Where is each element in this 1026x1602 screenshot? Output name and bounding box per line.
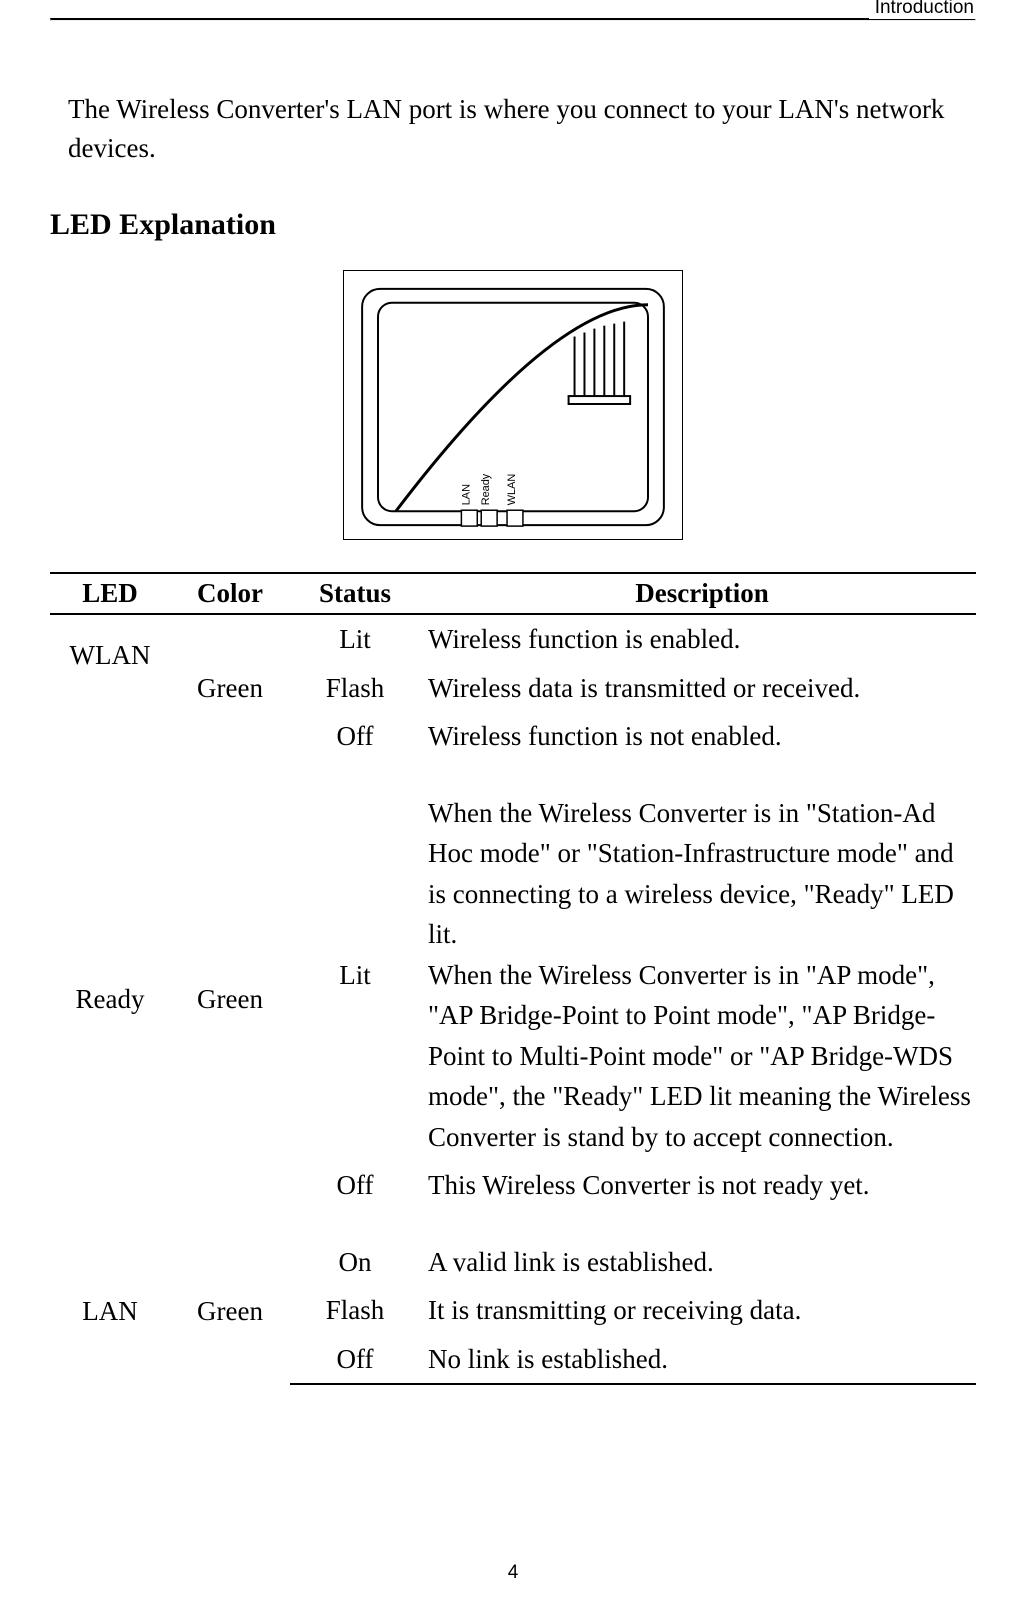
cell-status: Off <box>290 1335 420 1385</box>
col-header-status: Status <box>290 573 420 614</box>
col-header-description: Description <box>420 573 976 614</box>
cell-status: On <box>290 1238 420 1287</box>
header-rule <box>50 18 976 21</box>
table-row: WLAN Green Lit Wireless function is enab… <box>50 614 976 664</box>
cell-status: Lit <box>290 789 420 1162</box>
cell-desc: Wireless data is transmitted or received… <box>420 664 976 713</box>
cell-color-lan: Green <box>170 1238 290 1385</box>
device-diagram-svg: LAN Ready WLAN <box>343 270 683 540</box>
cell-led-wlan: WLAN <box>50 614 170 761</box>
cell-led-lan: LAN <box>50 1238 170 1385</box>
cell-desc: When the Wireless Converter is in "Stati… <box>420 789 976 1162</box>
cell-desc: It is transmitting or receiving data. <box>420 1286 976 1335</box>
figure-label-wlan: WLAN <box>506 474 518 506</box>
cell-desc: No link is established. <box>420 1335 976 1385</box>
page-number: 4 <box>0 1562 1026 1584</box>
cell-color-ready: Green <box>170 789 290 1210</box>
cell-desc: This Wireless Converter is not ready yet… <box>420 1161 976 1210</box>
cell-desc: Wireless function is enabled. <box>420 614 976 664</box>
col-header-led: LED <box>50 573 170 614</box>
section-title: LED Explanation <box>50 208 976 242</box>
cell-desc: Wireless function is not enabled. <box>420 712 976 761</box>
cell-status: Off <box>290 1161 420 1210</box>
led-explanation-table: LED Color Status Description WLAN Green … <box>50 572 976 1385</box>
cell-led-ready: Ready <box>50 789 170 1210</box>
cell-color-wlan: Green <box>170 614 290 761</box>
intro-paragraph: The Wireless Converter's LAN port is whe… <box>50 90 976 168</box>
col-header-color: Color <box>170 573 290 614</box>
spacer-row <box>50 1210 976 1238</box>
header-section-label: Introduction <box>869 0 976 19</box>
table-header-row: LED Color Status Description <box>50 573 976 614</box>
spacer-row <box>50 761 976 789</box>
cell-status: Flash <box>290 664 420 713</box>
table-row: LAN Green On A valid link is established… <box>50 1238 976 1287</box>
table-row: Ready Green Lit When the Wireless Conver… <box>50 789 976 1162</box>
page-header: Introduction <box>50 18 976 44</box>
figure-label-lan: LAN <box>460 484 472 505</box>
cell-status: Off <box>290 712 420 761</box>
desc-text: When the Wireless Converter is in "Stati… <box>428 793 976 1158</box>
device-figure: LAN Ready WLAN <box>50 270 976 540</box>
figure-label-ready: Ready <box>480 473 492 505</box>
cell-status: Flash <box>290 1286 420 1335</box>
cell-desc: A valid link is established. <box>420 1238 976 1287</box>
cell-status: Lit <box>290 614 420 664</box>
